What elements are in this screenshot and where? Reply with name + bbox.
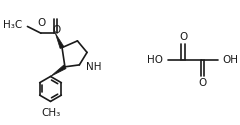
Text: O: O bbox=[198, 78, 206, 88]
Text: CH₃: CH₃ bbox=[41, 108, 60, 118]
Polygon shape bbox=[55, 33, 64, 48]
Text: NH: NH bbox=[86, 62, 102, 72]
Text: H₃C: H₃C bbox=[3, 20, 23, 30]
Polygon shape bbox=[50, 65, 66, 76]
Text: O: O bbox=[179, 32, 187, 42]
Text: HO: HO bbox=[147, 55, 163, 65]
Text: O: O bbox=[52, 24, 60, 34]
Text: OH: OH bbox=[222, 55, 239, 65]
Text: O: O bbox=[38, 18, 46, 28]
